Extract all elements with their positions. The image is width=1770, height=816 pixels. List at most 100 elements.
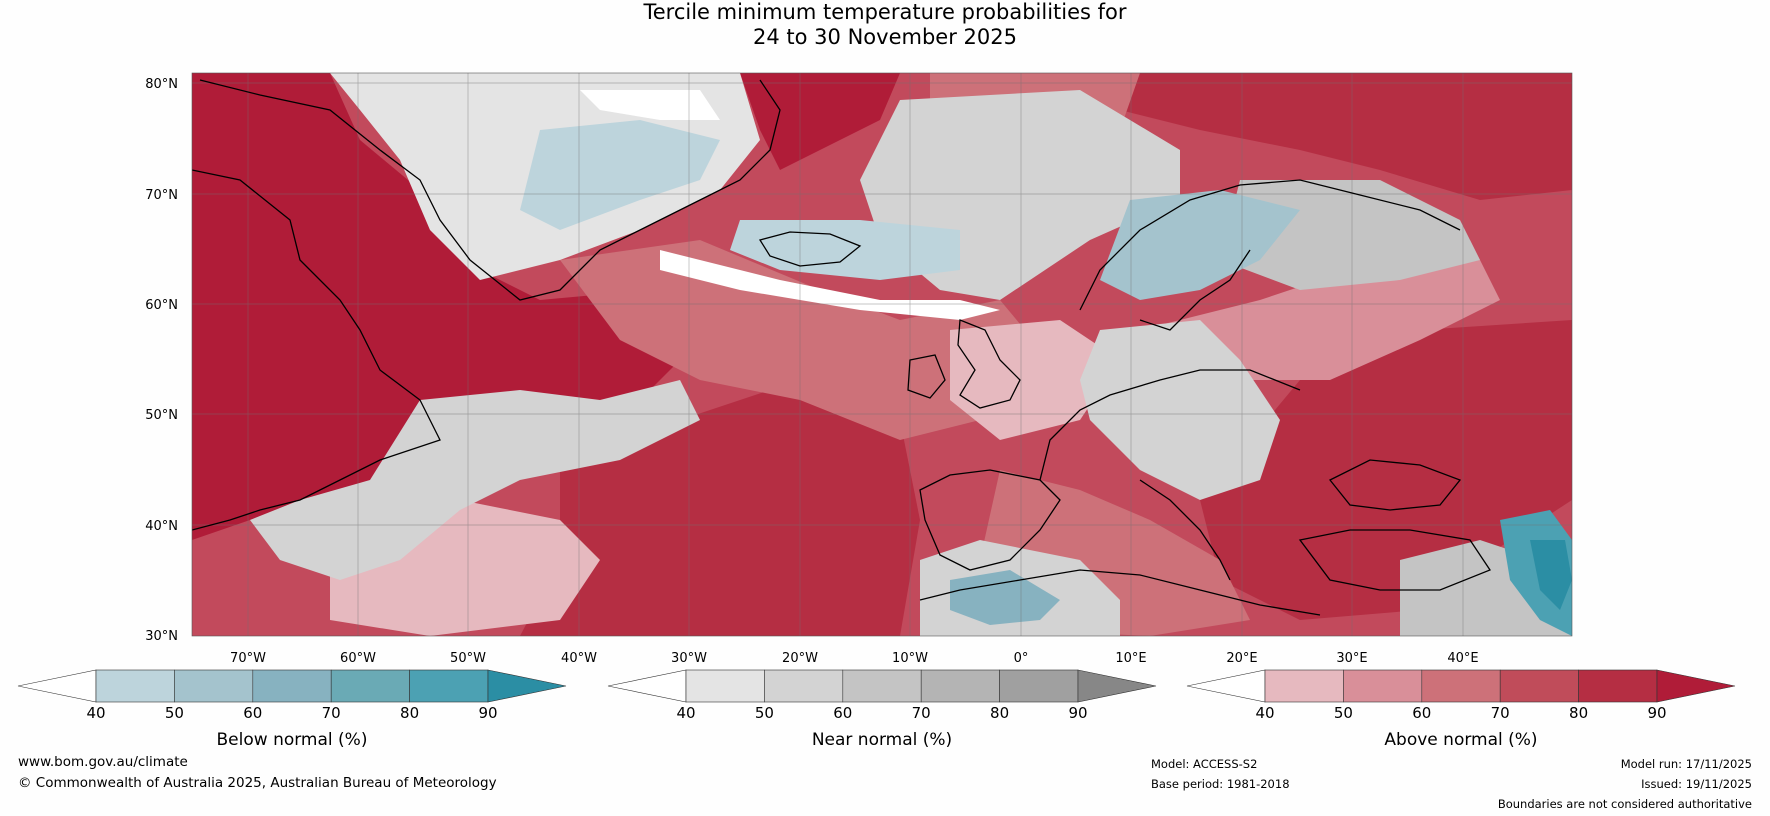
colorbar-above-tick-label: 60 <box>1412 704 1431 722</box>
colorbar-near-tick-label: 70 <box>912 704 931 722</box>
colorbar-below-segment <box>95 669 175 703</box>
colorbar-near-tick-label: 60 <box>833 704 852 722</box>
colorbar-above-segment <box>1499 669 1579 703</box>
colorbar-near: 40 50 60 70 80 90 Near normal (%) <box>607 669 1157 750</box>
lon-label: 30°W <box>671 651 707 666</box>
turkey-coastline <box>1298 529 1491 591</box>
colorbar-above-segment <box>1264 669 1344 703</box>
iceland-coastline <box>758 231 862 267</box>
below-normal-shading-north-africa <box>950 570 1060 625</box>
colorbar-near-low-extension <box>607 669 687 703</box>
lat-label: 70°N <box>145 188 178 203</box>
model-name: Model: ACCESS-S2 <box>1151 757 1258 771</box>
greenland-coastline <box>199 79 781 301</box>
colorbar-near-segment <box>999 669 1079 703</box>
colorbar-below-title: Below normal (%) <box>217 730 368 750</box>
continental-europe-coastline <box>1039 369 1301 481</box>
above-normal-shading-mid-atlantic <box>560 240 1050 440</box>
lat-label: 30°N <box>145 629 178 644</box>
colorbar-near-segment <box>920 669 1000 703</box>
disclaimer-text: Boundaries are not considered authoritat… <box>1497 797 1752 811</box>
lat-label: 50°N <box>145 408 178 423</box>
colorbar-above-low-extension <box>1186 669 1266 703</box>
website-link[interactable]: www.bom.gov.au/climate <box>18 754 188 770</box>
issued-date: Issued: 19/11/2025 <box>1641 777 1752 791</box>
coastlines <box>192 79 1491 616</box>
colorbar-above-high-extension <box>1656 669 1736 703</box>
colorbar-near-title: Near normal (%) <box>812 730 952 750</box>
colorbar-above-segment <box>1343 669 1423 703</box>
copyright-text: © Commonwealth of Australia 2025, Austra… <box>18 775 497 791</box>
colorbar-above-tick-label: 80 <box>1569 704 1588 722</box>
colorbar-below-tick-label: 80 <box>400 704 419 722</box>
colorbar-legends: 40 50 60 70 80 90 Below normal (%) 40 50 60 70 80 90… <box>17 669 1736 750</box>
below-normal-shading-greenland-sea <box>520 120 720 230</box>
canada-coastline <box>192 169 441 531</box>
colorbar-above: 40 50 60 70 80 90 Above normal (%) <box>1186 669 1736 750</box>
lon-label: 30°E <box>1336 651 1367 666</box>
colorbar-below-tick-label: 40 <box>86 704 105 722</box>
above-normal-shading-east-atlantic <box>520 380 920 636</box>
colorbar-above-tick-label: 50 <box>1334 704 1353 722</box>
title-line-1: Tercile minimum temperature probabilitie… <box>643 0 1127 24</box>
colorbar-near-high-extension <box>1077 669 1157 703</box>
map-panel <box>191 72 1573 637</box>
colorbar-below-segment <box>330 669 410 703</box>
title-line-2: 24 to 30 November 2025 <box>753 25 1017 49</box>
above-normal-shading-greenland-coast <box>740 73 900 170</box>
lon-label: 40°E <box>1447 651 1478 666</box>
scandinavia-coastline <box>1079 179 1461 331</box>
above-normal-shading-west-atlantic <box>192 73 700 540</box>
colorbar-above-tick-label: 40 <box>1255 704 1274 722</box>
colorbar-below-segment <box>174 669 254 703</box>
lat-label: 60°N <box>145 298 178 313</box>
lon-label: 50°W <box>450 651 486 666</box>
above-normal-shading-western-europe <box>950 320 1120 440</box>
colorbar-below-tick-label: 50 <box>165 704 184 722</box>
axis-labels: 80°N 70°N 60°N 50°N 40°N 30°N 70°W 60°W … <box>145 77 1478 666</box>
probability-shading <box>192 73 1572 636</box>
colorbar-below-segment <box>252 669 332 703</box>
lon-label: 0° <box>1014 651 1029 666</box>
colorbar-above-tick-label: 90 <box>1647 704 1666 722</box>
lon-label: 20°E <box>1226 651 1257 666</box>
below-normal-shading-caspian-core <box>1530 540 1572 610</box>
italy-coastline <box>1139 479 1231 581</box>
lon-label: 20°W <box>782 651 818 666</box>
iberia-coastline <box>919 469 1061 571</box>
colorbar-below-low-extension <box>17 669 97 703</box>
colorbar-near-tick-label: 90 <box>1068 704 1087 722</box>
colorbar-near-tick-label: 50 <box>755 704 774 722</box>
above-normal-shading-northeast <box>1120 73 1572 200</box>
colorbar-near-tick-label: 80 <box>990 704 1009 722</box>
lon-label: 40°W <box>561 651 597 666</box>
colorbar-below-tick-label: 90 <box>478 704 497 722</box>
colorbar-below-tick-label: 70 <box>322 704 341 722</box>
map-frame <box>191 72 1573 637</box>
lon-label: 10°W <box>892 651 928 666</box>
below-normal-shading-scandinavia <box>1100 190 1300 300</box>
near-normal-shading-subtropical-atlantic <box>250 380 700 580</box>
ireland-coastline <box>907 354 946 399</box>
colorbar-above-tick-label: 70 <box>1491 704 1510 722</box>
lon-label: 10°E <box>1115 651 1146 666</box>
no-dominant-category-band <box>660 250 1000 320</box>
colorbar-near-segment <box>764 669 844 703</box>
colorbar-near-segment <box>685 669 765 703</box>
lon-label: 60°W <box>340 651 376 666</box>
no-dominant-category-greenland-sea <box>580 90 720 120</box>
near-normal-shading-central-europe <box>1080 320 1280 500</box>
below-normal-shading-iceland <box>730 220 960 280</box>
colorbar-near-segment <box>842 669 922 703</box>
colorbar-below: 40 50 60 70 80 90 Below normal (%) <box>17 669 567 750</box>
lat-label: 80°N <box>145 77 178 92</box>
base-period: Base period: 1981-2018 <box>1151 777 1290 791</box>
black-sea-coastline <box>1328 459 1462 511</box>
great-britain-coastline <box>957 319 1021 409</box>
colorbar-above-segment <box>1578 669 1658 703</box>
model-run-date: Model run: 17/11/2025 <box>1620 757 1752 771</box>
colorbar-above-segment <box>1421 669 1501 703</box>
north-africa-coastline <box>919 569 1321 616</box>
colorbar-above-title: Above normal (%) <box>1384 730 1537 750</box>
